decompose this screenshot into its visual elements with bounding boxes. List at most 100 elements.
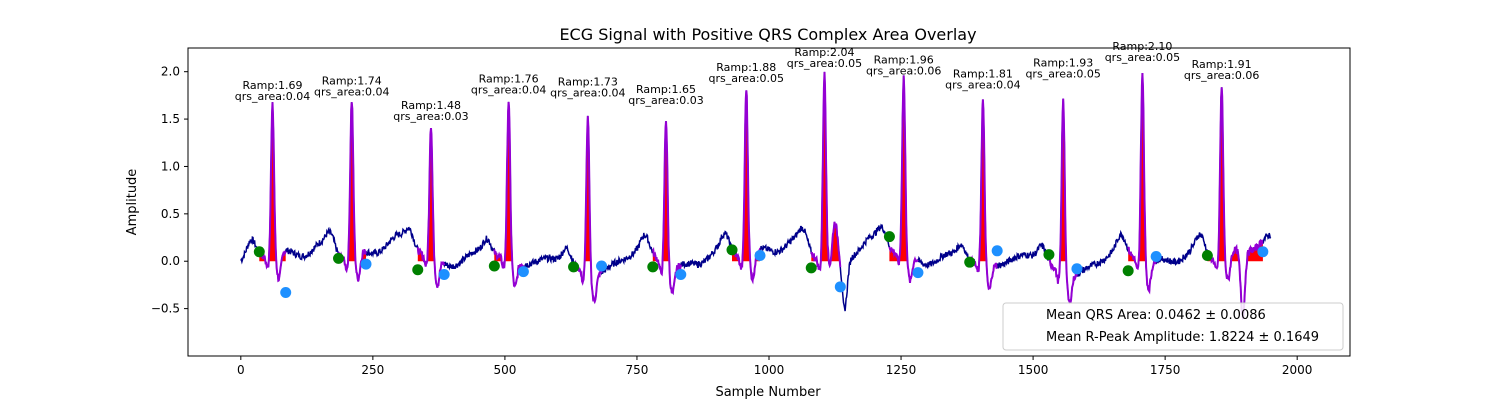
- x-tick-label: 1000: [754, 363, 785, 377]
- qrs-area-fill: [417, 128, 445, 262]
- r-amplitude-label: Ramp:1.73: [558, 75, 618, 88]
- qrs-offset-marker: [1150, 250, 1162, 262]
- qrs-offset-marker: [280, 287, 292, 299]
- qrs-segment-line: [258, 102, 287, 283]
- r-amplitude-label: Ramp:1.88: [716, 61, 776, 74]
- y-tick-label: −0.5: [151, 302, 180, 316]
- legend: Mean QRS Area: 0.0462 ± 0.0086 Mean R-Pe…: [1002, 302, 1344, 351]
- qrs-area-fill: [732, 90, 760, 262]
- qrs-area-label: qrs_area:0.03: [393, 110, 468, 123]
- qrs-area-label: qrs_area:0.04: [314, 85, 389, 98]
- qrs-offset-marker: [912, 267, 924, 279]
- y-axis: −0.5 0.0 0.5 1.0 1.5 2.0: [151, 65, 188, 316]
- qrs-offset-marker: [517, 266, 529, 278]
- qrs-onset-marker: [1043, 249, 1055, 261]
- r-amplitude-label: Ramp:1.48: [401, 99, 461, 112]
- qrs-segment-line: [1047, 98, 1078, 305]
- qrs-area-fill: [1128, 73, 1157, 262]
- qrs-area-fill: [259, 102, 286, 262]
- qrs-area-label: qrs_area:0.03: [628, 94, 703, 107]
- qrs-area-fill: [1048, 98, 1077, 262]
- x-tick-label: 250: [361, 363, 384, 377]
- r-amplitude-label: Ramp:2.04: [794, 46, 854, 59]
- qrs-area-fill: [573, 115, 602, 262]
- qrs-offset-marker: [360, 258, 372, 270]
- qrs-offset-marker: [754, 250, 766, 262]
- qrs-onset-marker: [964, 256, 976, 268]
- qrs-onset-marker: [1201, 250, 1213, 262]
- x-axis-label: Sample Number: [715, 385, 821, 400]
- y-tick-label: 0.0: [161, 254, 180, 268]
- r-amplitude-label: Ramp:1.65: [636, 83, 696, 96]
- qrs-segment-line: [493, 101, 525, 288]
- qrs-area-fill: [338, 102, 366, 262]
- r-amplitude-label: Ramp:1.74: [322, 74, 382, 87]
- qrs-segment-line: [1206, 87, 1264, 321]
- qrs-area-label: qrs_area:0.04: [471, 83, 546, 96]
- qrs-offset-marker: [834, 281, 846, 293]
- y-tick-label: 0.5: [161, 207, 180, 221]
- legend-entry-r-peak-amplitude: Mean R-Peak Amplitude: 1.8224 ± 0.1649: [1046, 330, 1319, 345]
- legend-box: [1002, 302, 1344, 351]
- plot-area: Ramp:1.69qrs_area:0.04Ramp:1.74qrs_area:…: [235, 40, 1272, 321]
- r-amplitude-label: Ramp:1.93: [1033, 56, 1093, 69]
- r-amplitude-label: Ramp:1.76: [479, 72, 539, 85]
- qrs-area-fill: [969, 99, 998, 262]
- r-amplitude-label: Ramp:1.69: [242, 79, 302, 92]
- y-tick-label: 2.0: [161, 65, 180, 79]
- qrs-segment-line: [1127, 73, 1157, 295]
- qrs-area-fill: [494, 101, 524, 262]
- qrs-segment-line: [888, 75, 919, 284]
- qrs-segment-line: [810, 71, 842, 272]
- qrs-area-label: qrs_area:0.04: [235, 90, 310, 103]
- y-tick-label: 1.0: [161, 159, 180, 173]
- qrs-offset-marker: [596, 260, 608, 272]
- qrs-offset-marker: [1071, 263, 1083, 275]
- qrs-onset-marker: [253, 246, 265, 258]
- qrs-segment-line: [572, 115, 603, 305]
- qrs-onset-marker: [805, 262, 817, 274]
- x-tick-label: 2000: [1282, 363, 1313, 377]
- qrs-onset-marker: [333, 252, 345, 264]
- qrs-offset-marker: [675, 268, 687, 280]
- x-tick-label: 1250: [886, 363, 917, 377]
- r-amplitude-label: Ramp:1.96: [874, 53, 934, 66]
- qrs-onset-marker: [412, 264, 424, 276]
- qrs-area-label: qrs_area:0.05: [1025, 67, 1100, 80]
- x-tick-label: 1500: [1018, 363, 1049, 377]
- qrs-onset-marker: [883, 231, 895, 243]
- qrs-onset-marker: [647, 261, 659, 273]
- qrs-area-label: qrs_area:0.06: [1184, 69, 1259, 82]
- qrs-area-label: qrs_area:0.05: [787, 57, 862, 70]
- qrs-area-label: qrs_area:0.05: [1105, 51, 1180, 64]
- x-tick-label: 0: [237, 363, 245, 377]
- qrs-area-fill: [889, 75, 918, 262]
- qrs-segment-line: [731, 90, 761, 285]
- qrs-area-label: qrs_area:0.04: [945, 79, 1020, 92]
- qrs-offset-marker: [991, 245, 1003, 257]
- qrs-onset-marker: [726, 244, 738, 256]
- legend-entry-qrs-area: Mean QRS Area: 0.0462 ± 0.0086: [1046, 308, 1266, 323]
- qrs-onset-marker: [568, 261, 580, 273]
- qrs-offset-marker: [1257, 246, 1269, 258]
- r-amplitude-label: Ramp:1.91: [1192, 58, 1252, 71]
- qrs-onset-marker: [488, 260, 500, 272]
- r-amplitude-label: Ramp:1.81: [953, 68, 1013, 81]
- x-tick-label: 750: [626, 363, 649, 377]
- qrs-area-label: qrs_area:0.04: [550, 86, 625, 99]
